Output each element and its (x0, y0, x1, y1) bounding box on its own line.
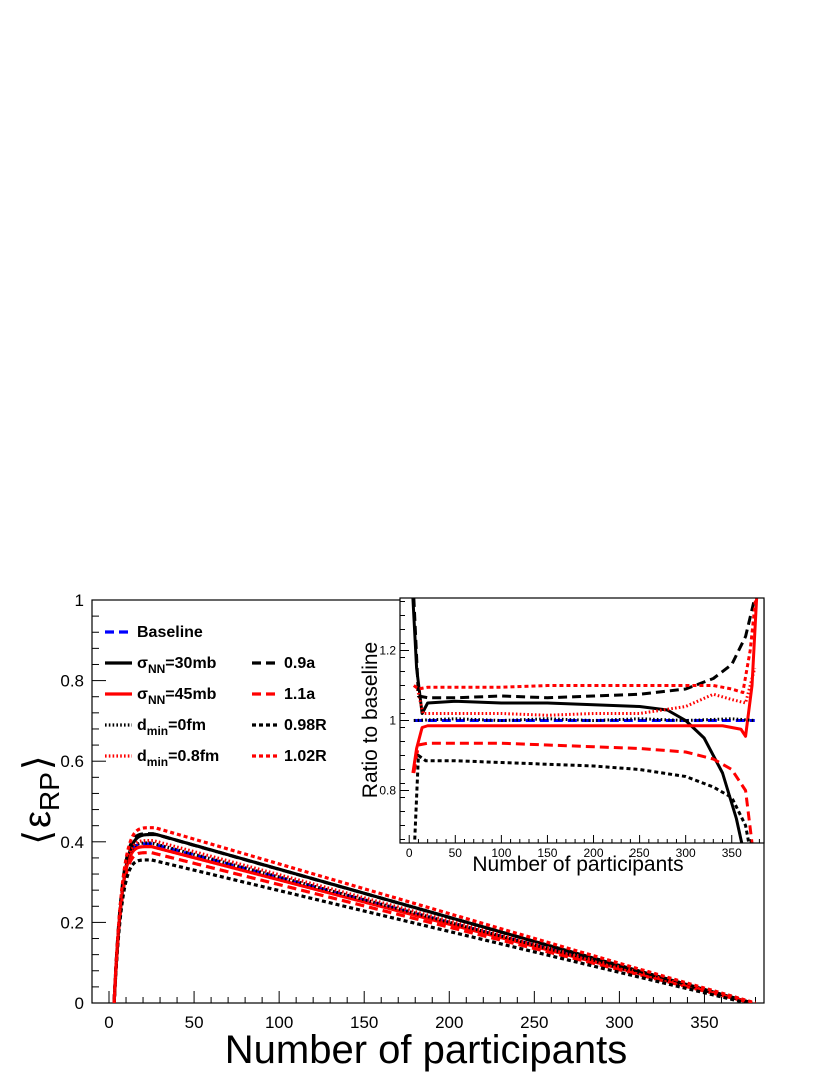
inset-series-line-a11 (412, 741, 754, 843)
main-y-tick-label: 0.6 (60, 752, 84, 771)
legend-label: σNN=30mb (137, 655, 217, 676)
main-series-group (112, 826, 757, 1003)
inset-x-tick-label: 300 (676, 846, 696, 860)
inset-y-axis-label: Ratio to baseline (359, 642, 382, 798)
main-y-tick-label: 1 (75, 591, 84, 610)
legend-label: σNN=45mb (137, 686, 217, 707)
inset-series-line-dmin0 (413, 717, 755, 722)
legend-label: Baseline (137, 624, 203, 641)
y-label-epsilon: ε (17, 811, 59, 828)
inset-x-tick-label: 100 (491, 846, 511, 860)
main-x-tick-label: 0 (104, 1013, 113, 1032)
main-y-tick-label: 0.8 (60, 672, 84, 691)
main-x-tick-label: 50 (185, 1013, 204, 1032)
inset-y-tick-label: 1.2 (379, 644, 396, 658)
main-y-tick-label: 0.4 (60, 833, 84, 852)
legend-label: dmin=0.8fm (137, 748, 219, 769)
main-x-tick-label: 350 (690, 1013, 718, 1032)
main-x-tick-label: 250 (520, 1013, 548, 1032)
main-y-tick-label: 0 (75, 994, 84, 1013)
inset-x-tick-label: 50 (449, 846, 463, 860)
inset-series-line-sigma45 (411, 598, 759, 774)
legend: Baseline σNN=30mb σNN=45mb dmin=0fm dmin=0.8… (105, 624, 327, 769)
legend-label: dmin=0fm (137, 717, 206, 738)
legend-entry-sigma30: σNN=30mb (105, 655, 217, 676)
inset-series-line-R102 (412, 598, 758, 694)
inset-series-line-a09 (412, 598, 757, 700)
y-label-left-bracket: ⟨ (17, 830, 59, 845)
main-x-tick-label: 300 (605, 1013, 633, 1032)
inset-series-line-R098 (413, 754, 751, 843)
inset-x-axis-label: Number of participants (472, 853, 683, 876)
legend-entry-dmin08: dmin=0.8fm (105, 748, 219, 769)
legend-entry-dmin0: dmin=0fm (105, 717, 206, 738)
main-x-axis-label: Number of participants (225, 1028, 627, 1072)
main-series-line-a09 (112, 832, 753, 1003)
main-x-tick-label: 150 (350, 1013, 378, 1032)
inset-x-tick-label: 150 (537, 846, 557, 860)
main-y-axis-label: ⟨ εRP ⟩ (17, 755, 65, 845)
svg-text:⟨εRP⟩: ⟨ εRP ⟩ (17, 755, 65, 845)
legend-entry-R098: 0.98R (252, 717, 327, 734)
legend-entry-a11: 1.1a (252, 686, 315, 703)
main-series-line-R098 (112, 858, 748, 1003)
inset-y-tick-label: 0.8 (379, 784, 396, 798)
main-x-tick-label: 200 (435, 1013, 463, 1032)
legend-entry-a09: 0.9a (252, 655, 315, 672)
main-series-line-a11 (112, 851, 753, 1003)
main-series-line-dmin0 (112, 841, 753, 1003)
legend-label: 1.02R (284, 748, 327, 765)
inset-axis-ticks: 0 50 100 150 200 250 300 350 0.8 1 1.2 (379, 601, 760, 860)
y-label-subscript: RP (34, 772, 65, 811)
y-label-right-bracket: ⟩ (17, 755, 59, 770)
main-x-tick-label: 100 (265, 1013, 293, 1032)
legend-label: 1.1a (284, 686, 315, 703)
legend-entry-R102: 1.02R (252, 748, 327, 765)
inset-y-tick-label: 1 (389, 714, 396, 728)
legend-label: 0.9a (284, 655, 315, 672)
inset-x-tick-label: 200 (584, 846, 604, 860)
legend-entry-sigma45: σNN=45mb (105, 686, 217, 707)
inset-x-tick-label: 0 (406, 846, 413, 860)
inset-x-tick-label: 350 (722, 846, 742, 860)
legend-entry-Baseline: Baseline (105, 624, 203, 641)
main-y-tick-label: 0.2 (60, 913, 84, 932)
main-series-line-R102 (112, 826, 757, 1003)
inset-series-group (411, 598, 759, 843)
legend-label: 0.98R (284, 717, 327, 734)
inset-x-tick-label: 250 (630, 846, 650, 860)
